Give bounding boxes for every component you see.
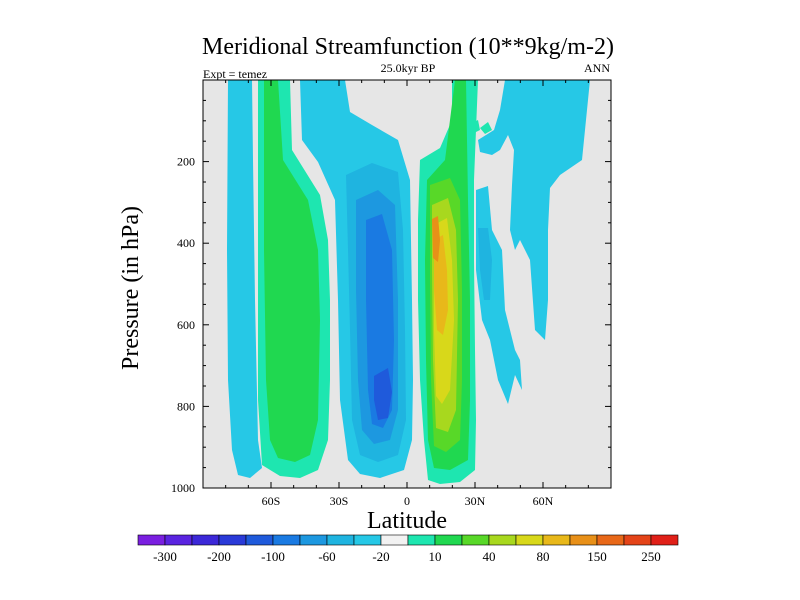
colorbar-box	[596, 534, 625, 546]
y-tick-label: 1000	[171, 481, 195, 495]
colorbar-box	[650, 534, 679, 546]
colorbar-box	[461, 534, 490, 546]
colorbar-box	[623, 534, 652, 546]
colorbar-box	[407, 534, 436, 546]
contour-nh-small-patch-a	[470, 120, 480, 134]
colorbar-label: -300	[153, 549, 177, 564]
colorbar-labels: -300 -200 -100 -60 -20 10 40 80 150 250	[153, 549, 661, 564]
y-tick-label: 800	[177, 399, 195, 413]
colorbar-label: -100	[261, 549, 285, 564]
colorbar-label: 10	[429, 549, 442, 564]
colorbar-box	[353, 534, 382, 546]
contour-sh-positive-inner	[264, 80, 320, 462]
right-label: ANN	[584, 61, 610, 75]
colorbar-label: 250	[641, 549, 661, 564]
contour-nh-ferrel-core	[478, 228, 492, 300]
colorbar-box	[542, 534, 571, 546]
colorbar-box	[137, 534, 166, 546]
colorbar	[137, 534, 679, 546]
y-tick-label: 200	[177, 155, 195, 169]
contour-sh-negative-outer	[227, 80, 262, 478]
colorbar-box	[272, 534, 301, 546]
colorbar-box	[191, 534, 220, 546]
colorbar-label: 40	[483, 549, 496, 564]
colorbar-box	[299, 534, 328, 546]
contour-regions	[227, 80, 590, 484]
colorbar-box	[218, 534, 247, 546]
colorbar-box	[326, 534, 355, 546]
chart-subtitle: 25.0kyr BP	[381, 61, 436, 75]
colorbar-box	[515, 534, 544, 546]
contour-nh-negative-polar	[478, 80, 590, 340]
y-axis-label: Pressure (in hPa)	[118, 206, 144, 370]
colorbar-box	[569, 534, 598, 546]
contour-sh-hadley-core	[374, 368, 392, 420]
x-axis-label: Latitude	[367, 508, 447, 534]
contour-nh-hadley-core	[432, 216, 440, 262]
colorbar-label: 80	[537, 549, 550, 564]
y-tick-label: 600	[177, 318, 195, 332]
colorbar-box	[380, 534, 409, 546]
colorbar-box	[434, 534, 463, 546]
colorbar-box	[245, 534, 274, 546]
x-tick-label: 60S	[262, 494, 281, 508]
contour-nh-small-patch-b	[480, 122, 492, 134]
colorbar-label: -20	[372, 549, 389, 564]
x-axis-ticks: 60S 30S 0 30N 60N	[202, 80, 612, 508]
x-tick-label: 60N	[533, 494, 554, 508]
colorbar-box	[164, 534, 193, 546]
left-label: Expt = temez	[203, 67, 267, 81]
x-tick-label: 30N	[465, 494, 486, 508]
x-tick-label: 30S	[330, 494, 349, 508]
y-axis-ticks: 200 400 600 800 1000	[171, 99, 611, 495]
x-tick-label: 0	[404, 494, 410, 508]
y-tick-label: 400	[177, 236, 195, 250]
chart-title: Meridional Streamfunction (10**9kg/m-2)	[202, 34, 614, 60]
colorbar-label: -60	[318, 549, 335, 564]
colorbar-box	[488, 534, 517, 546]
colorbar-label: 150	[587, 549, 607, 564]
colorbar-label: -200	[207, 549, 231, 564]
